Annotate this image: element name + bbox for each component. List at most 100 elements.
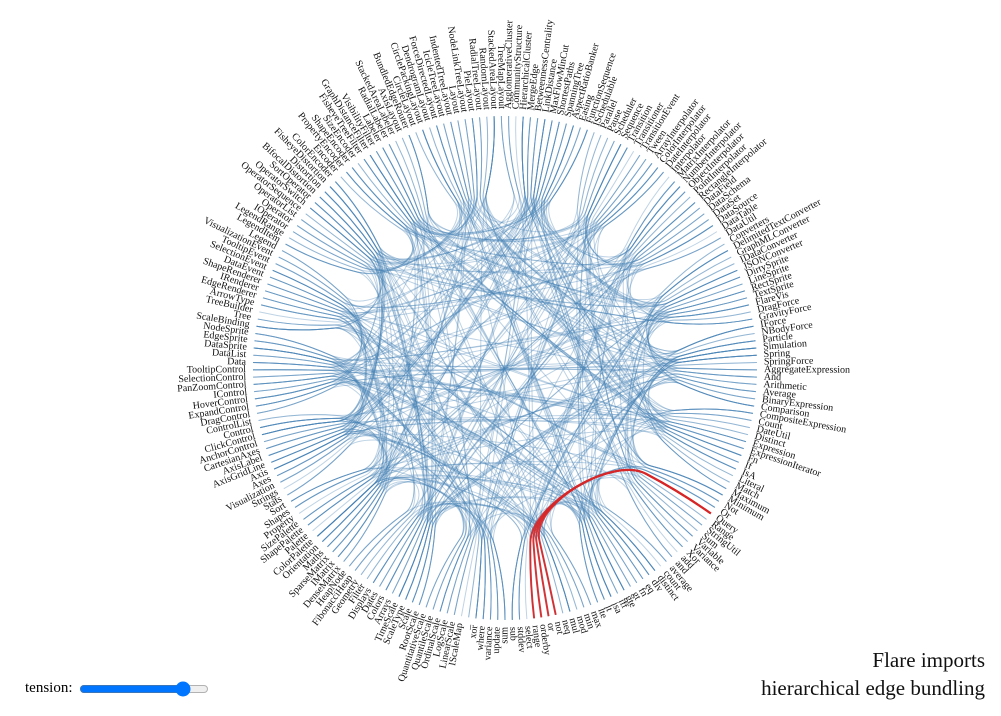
link — [385, 125, 466, 591]
link — [450, 121, 754, 352]
title: Flare imports — [872, 648, 985, 672]
link — [443, 123, 757, 363]
link — [624, 250, 729, 548]
link — [379, 120, 553, 587]
node-label[interactable]: Layout — [446, 85, 462, 115]
node-label[interactable]: Fn — [746, 453, 760, 467]
link — [256, 213, 381, 331]
node-label[interactable]: gte — [623, 594, 639, 610]
node-label[interactable]: StackedAreaLayout — [485, 30, 499, 110]
link — [418, 373, 757, 606]
node-label[interactable]: IForce — [759, 315, 787, 330]
link — [530, 118, 683, 548]
node-label[interactable]: TooltipControl — [187, 364, 247, 375]
node-label[interactable]: sub — [507, 627, 518, 641]
node-label[interactable]: _ — [461, 622, 473, 631]
link — [398, 129, 463, 597]
link — [411, 381, 755, 603]
link — [490, 191, 686, 620]
node-label[interactable]: update — [491, 626, 503, 654]
link — [278, 196, 383, 307]
link — [253, 325, 754, 367]
node-label[interactable]: Spring — [763, 348, 790, 360]
node-label[interactable]: Tree — [232, 309, 252, 323]
link — [314, 176, 413, 266]
node-label[interactable]: orderby — [537, 623, 552, 655]
link — [471, 117, 531, 223]
node-label[interactable]: PieLayout — [461, 70, 477, 112]
node-label[interactable]: TreeMapLayout — [495, 44, 507, 109]
node-label[interactable]: lt — [602, 604, 614, 614]
link — [268, 116, 526, 456]
link — [258, 340, 756, 422]
node-label[interactable]: isa — [609, 601, 624, 616]
link — [281, 118, 478, 302]
link — [541, 269, 738, 614]
node-label[interactable]: SelectionControl — [178, 372, 246, 385]
link — [487, 472, 703, 620]
node-label[interactable]: EdgeSprite — [203, 329, 249, 345]
node-label[interactable]: SpringForce — [764, 356, 814, 368]
node-label[interactable]: If — [743, 460, 754, 473]
link — [340, 176, 705, 266]
tension-control: tension: — [25, 680, 209, 697]
node-label[interactable]: sum — [499, 627, 510, 644]
link — [335, 181, 705, 274]
node-label[interactable]: DataSprite — [204, 338, 248, 352]
link — [254, 379, 483, 619]
node-label[interactable]: PanZoomControl — [177, 379, 247, 395]
link — [285, 171, 414, 275]
node-label[interactable]: variance — [482, 626, 495, 661]
node-label[interactable]: MergeEdge — [526, 63, 542, 111]
node-label[interactable]: IControl — [213, 387, 248, 401]
link — [317, 162, 653, 537]
link — [262, 297, 382, 502]
link — [375, 151, 744, 450]
node-label[interactable]: neq — [559, 619, 573, 636]
link — [253, 347, 384, 537]
link — [588, 354, 757, 591]
link — [287, 143, 622, 496]
link — [273, 117, 531, 470]
link — [253, 368, 757, 378]
node-label[interactable]: min — [581, 612, 596, 630]
link — [263, 412, 752, 443]
link — [343, 481, 492, 620]
node-label[interactable]: CommunityStructure — [511, 24, 526, 109]
link — [329, 186, 429, 597]
tension-slider[interactable] — [78, 680, 209, 697]
link — [619, 225, 714, 526]
node-label[interactable]: stddev — [515, 626, 527, 653]
link — [439, 283, 743, 612]
node-label[interactable]: And — [764, 372, 782, 384]
link — [271, 430, 571, 612]
node-label[interactable]: lte — [595, 607, 609, 621]
node-label[interactable]: mod — [574, 615, 590, 635]
node-label[interactable]: AggregateExpression — [764, 364, 850, 376]
node-label[interactable]: or — [545, 622, 557, 633]
link — [288, 116, 495, 272]
link — [489, 167, 659, 620]
node-label[interactable]: Arithmetic — [763, 379, 808, 393]
node-label[interactable]: Data — [227, 356, 247, 367]
node-label[interactable]: range — [530, 625, 544, 649]
node-label[interactable]: not — [552, 621, 565, 636]
node-label[interactable]: where — [475, 625, 488, 651]
node-label[interactable]: DataList — [212, 347, 247, 360]
node-label[interactable]: xor — [468, 624, 481, 639]
link — [391, 132, 595, 594]
node-label[interactable]: RandomLayout — [476, 47, 491, 110]
link — [582, 171, 664, 571]
node-label[interactable]: Particle — [762, 331, 794, 345]
node-label[interactable]: Average — [762, 387, 797, 401]
node-label[interactable]: mul — [567, 617, 582, 635]
node-label[interactable]: max — [588, 610, 604, 630]
link — [307, 121, 560, 526]
node-label[interactable]: Count — [757, 416, 783, 432]
node-label[interactable]: Simulation — [763, 338, 808, 352]
link — [468, 116, 495, 618]
node-label[interactable]: AgglomerativeCluster — [503, 19, 515, 109]
node-label[interactable]: select — [522, 626, 535, 650]
node-labels: AgglomerativeClusterCommunityStructureHi… — [177, 19, 850, 683]
link — [584, 143, 714, 268]
